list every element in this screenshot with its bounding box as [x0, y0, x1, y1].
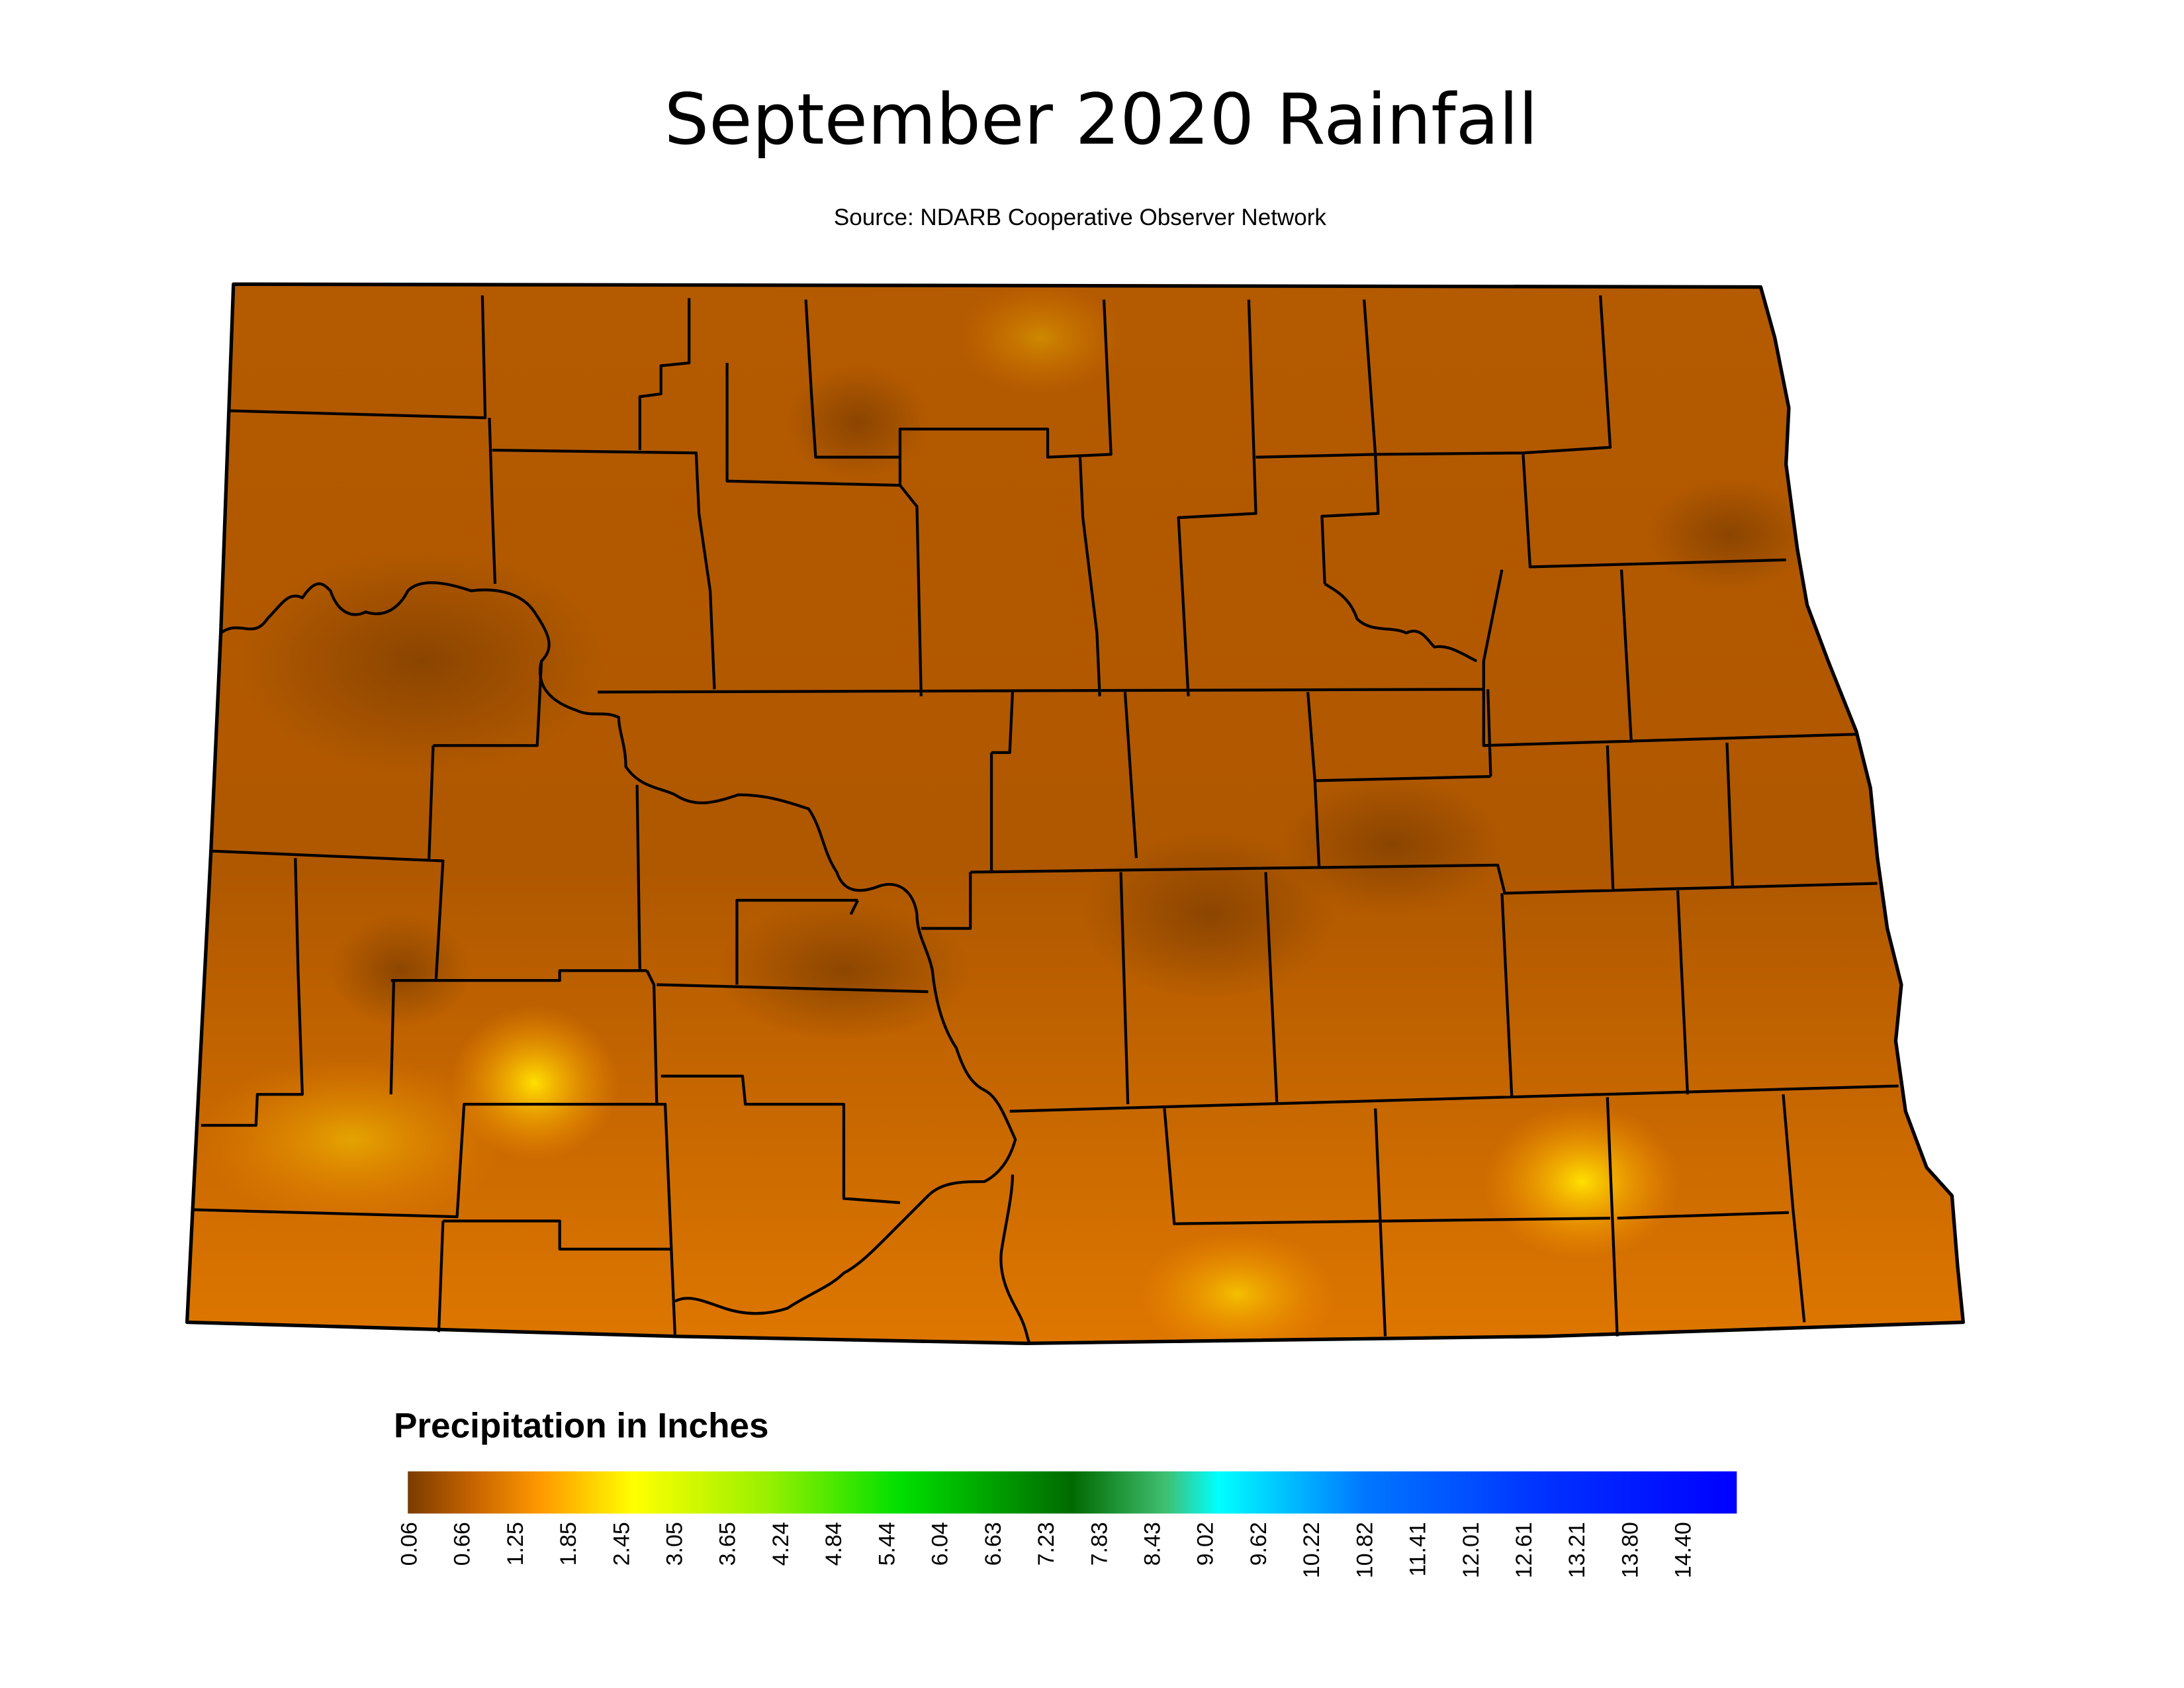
legend-ticks: 0.06 0.66 1.25 1.85 2.45 3.05 3.65 4.24 4.84 5.44…: [396, 1522, 1696, 1578]
legend-tick-label: 13.80: [1617, 1522, 1643, 1578]
legend-tick-label: 8.43: [1140, 1522, 1165, 1566]
precip-field: [187, 284, 1964, 1344]
state-outline: [185, 282, 1966, 1346]
legend-tick-label: 2.45: [609, 1522, 634, 1566]
legend-tick-label: 10.82: [1352, 1522, 1377, 1578]
county-lines: [194, 295, 1899, 1344]
legend-tick-label: 0.66: [450, 1522, 475, 1566]
legend-tick-label: 1.25: [503, 1522, 528, 1566]
legend-tick-label: 12.61: [1512, 1522, 1537, 1578]
legend-title: Precipitation in Inches: [394, 1407, 769, 1446]
map-title: September 2020 Rainfall: [664, 79, 1538, 161]
legend-tick-label: 13.21: [1565, 1522, 1590, 1578]
legend-tick-label: 12.01: [1459, 1522, 1484, 1578]
legend-tick-label: 11.41: [1406, 1522, 1431, 1577]
legend-tick-label: 3.05: [662, 1522, 688, 1566]
legend-tick-label: 10.22: [1299, 1522, 1324, 1578]
legend-tick-label: 6.04: [928, 1522, 953, 1566]
color-scale: [408, 1471, 1737, 1514]
map-source: Source: NDARB Cooperative Observer Netwo…: [834, 205, 1327, 230]
legend-tick-label: 7.23: [1034, 1522, 1059, 1566]
legend-tick-label: 9.02: [1193, 1522, 1218, 1566]
legend-tick-label: 6.63: [981, 1522, 1006, 1566]
legend-tick-label: 1.85: [556, 1522, 581, 1566]
legend-tick-label: 7.83: [1087, 1522, 1112, 1566]
legend-tick-label: 4.24: [768, 1522, 794, 1566]
legend-tick-label: 3.65: [715, 1522, 741, 1566]
legend-tick-label: 14.40: [1671, 1522, 1696, 1578]
legend-tick-label: 0.06: [396, 1522, 422, 1566]
legend-tick-label: 4.84: [821, 1522, 846, 1566]
legend-tick-label: 5.44: [874, 1522, 899, 1566]
legend-tick-label: 9.62: [1246, 1522, 1271, 1566]
